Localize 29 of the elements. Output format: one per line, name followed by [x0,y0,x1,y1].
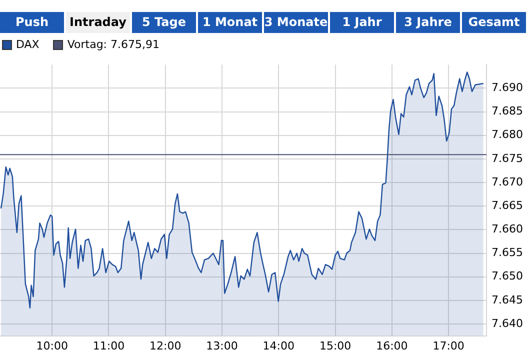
x-tick-label: 17:00 [432,339,464,352]
y-tick-label: 7.645 [492,293,524,306]
legend-label: DAX [16,38,40,51]
y-tick-label: 7.660 [492,222,524,236]
text: Gesamt [462,12,526,33]
x-tick-label: 16:00 [376,339,408,352]
text: 5 Tage [132,12,196,33]
x-tick-label: 14:00 [262,339,295,352]
x-tick-label: 15:00 [319,339,352,352]
legend-label: Vortag: 7.675,91 [67,38,160,51]
y-tick-label: 7.655 [492,246,524,260]
text: 3 Monate [264,12,328,33]
text: Intraday [66,12,130,33]
y-tick-label: 7.675 [492,152,524,165]
text: Push [0,12,64,33]
x-tick-label: 10:00 [36,339,68,352]
y-tick-label: 7.690 [492,81,524,94]
x-tick-label: 13:00 [206,339,238,352]
x-tick-label: 12:00 [150,339,182,352]
y-tick-label: 7.670 [492,175,524,188]
y-tick-label: 7.665 [492,198,524,212]
y-tick-label: 7.640 [492,316,524,330]
y-tick-label: 7.680 [492,128,524,142]
text: 3 Jahre [396,12,460,33]
x-tick-label: 11:00 [92,339,125,352]
y-tick-label: 7.685 [492,104,524,118]
y-tick-label: 7.650 [492,270,524,283]
text: 1 Jahr [330,12,394,33]
text: 1 Monat [198,12,262,33]
